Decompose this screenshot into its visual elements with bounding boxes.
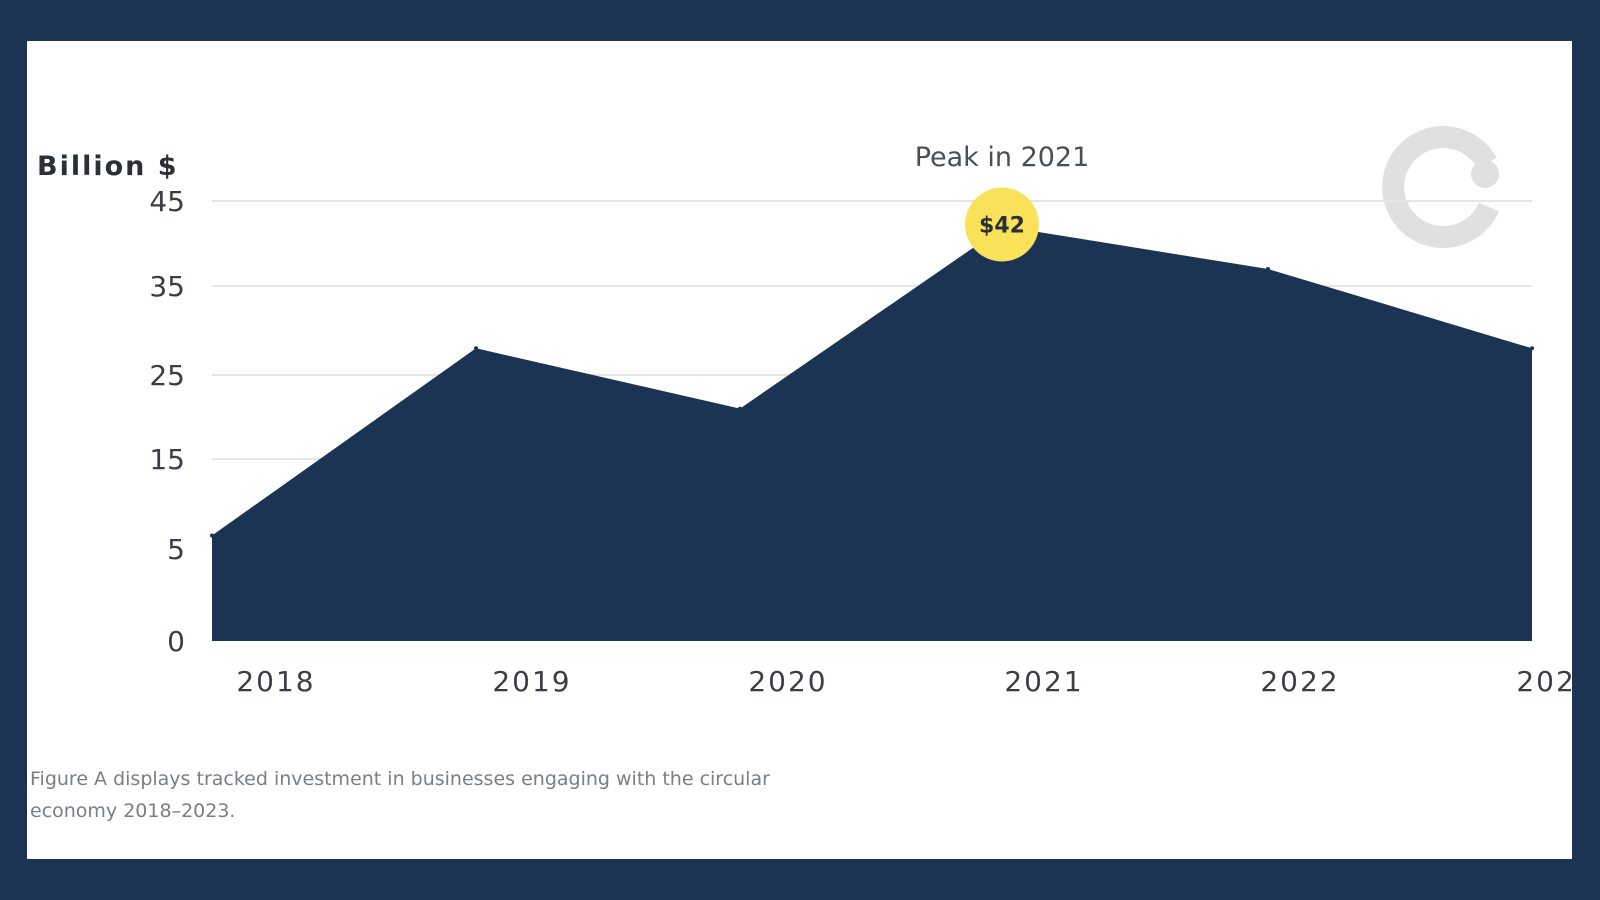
y-tick-label: 35 <box>149 270 185 303</box>
brand-logo-watermark <box>1382 126 1500 249</box>
peak-marker-label: $42 <box>979 214 1025 239</box>
peak-marker <box>965 187 1039 262</box>
x-tick-label: 2021 <box>1004 665 1083 698</box>
area-series <box>212 226 1532 641</box>
data-point <box>1530 346 1534 351</box>
x-tick-label: 2020 <box>748 665 827 698</box>
data-point <box>1266 267 1270 271</box>
y-tick-label: 15 <box>149 443 185 476</box>
y-tick-label: 5 <box>167 533 185 566</box>
data-point <box>210 533 214 538</box>
x-tick-label: 2022 <box>1260 665 1339 698</box>
chart-card: Billion $ 0 5 15 25 35 45 2018 2019 2020 2021 2022… <box>27 41 1572 859</box>
y-tick-label: 25 <box>149 359 185 392</box>
y-tick-label: 45 <box>149 185 185 218</box>
data-point <box>738 406 742 411</box>
area-chart: 0 5 15 25 35 45 2018 2019 2020 2021 2022 2023 Peak i… <box>149 126 1572 698</box>
y-tick-label: 0 <box>167 625 185 658</box>
peak-annotation-title: Peak in 2021 <box>915 142 1090 173</box>
x-tick-label: 2018 <box>236 665 315 698</box>
data-point <box>474 346 478 351</box>
y-axis-title: Billion $ <box>37 151 179 182</box>
x-tick-label: 2019 <box>492 665 571 698</box>
figure-caption: Figure A displays tracked investment in … <box>30 768 770 822</box>
x-tick-label: 2023 <box>1516 665 1572 698</box>
